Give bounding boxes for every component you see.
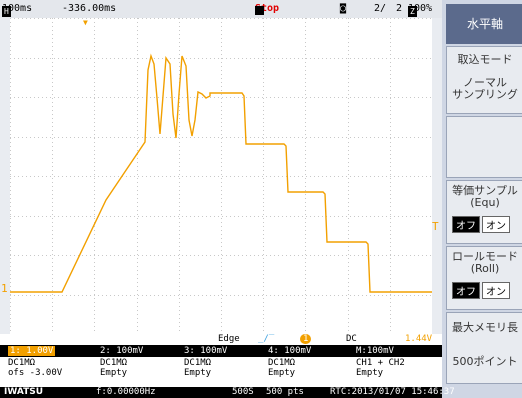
roll-on-toggle[interactable]: オン <box>482 282 510 299</box>
ch1-trace <box>10 53 432 293</box>
zoom-readout: Z 100% <box>408 3 433 17</box>
roll-off-toggle[interactable]: オフ <box>452 282 480 299</box>
waveform-display[interactable]: ▼ <box>10 18 432 334</box>
acq-mode-value-2: サンプリング <box>452 88 518 101</box>
footer-bar: IWATSU f:0.00000Hz 500S 500 pts RTC:2013… <box>0 387 455 398</box>
roll-mode-button[interactable]: ロールモード (Roll) オフ オン <box>446 246 522 310</box>
acq-mode-label: 取込モード <box>457 53 513 66</box>
equiv-sub: (Equ) <box>470 196 500 209</box>
trigger-source: 1 <box>300 334 312 344</box>
blank-softkey[interactable] <box>446 116 522 178</box>
side-menu: 水平軸 取込モード ノーマル サンプリング 等価サンプル (Equ) オフ オン … <box>442 0 522 398</box>
frequency-readout: f:0.00000Hz <box>96 387 156 397</box>
trigger-type: Edge <box>218 334 240 344</box>
delay-readout: -336.00ms <box>62 3 117 14</box>
ch2-scale[interactable]: 2: 100mV <box>100 346 144 356</box>
equivalent-sampling-button[interactable]: 等価サンプル (Equ) オフ オン <box>446 180 522 244</box>
ch4-info: DC1MΩ Empty <box>268 358 296 378</box>
ch3-scale[interactable]: 3: 100mV <box>184 346 228 356</box>
info-area: Edge _/‾ 1 DC 1.44V 1: 1.00V 2: 100mV 3:… <box>0 334 455 398</box>
graticule <box>10 18 432 334</box>
edge-rise-icon: _/‾ <box>258 334 275 344</box>
zoom-icon: Z <box>408 6 417 17</box>
ch1-info: DC1MΩ ofs -3.00V <box>8 358 63 378</box>
ch3-info: DC1MΩ Empty <box>184 358 212 378</box>
ch1-scale[interactable]: 1: 1.00V <box>8 346 56 356</box>
page-readout: 2/ <box>374 3 387 14</box>
equiv-label: 等価サンプル <box>452 184 518 197</box>
equiv-on-toggle[interactable]: オン <box>482 216 510 233</box>
stop-icon <box>255 6 264 15</box>
trigger-position-marker: ▼ <box>83 18 88 27</box>
brand-logo: IWATSU <box>4 387 44 397</box>
roll-sub: (Roll) <box>470 262 500 275</box>
menu-title: 水平軸 <box>446 4 522 44</box>
math-info: CH1 + CH2 Empty <box>356 358 405 378</box>
max-memory-button[interactable]: 最大メモリ長 500ポイント <box>446 312 522 384</box>
memory-readout: 2 <box>396 3 403 14</box>
acquisition-mode-button[interactable]: 取込モード ノーマル サンプリング <box>446 46 522 114</box>
sample-rate: 500S <box>232 387 254 397</box>
equiv-off-toggle[interactable]: オフ <box>452 216 480 233</box>
channel-bar: 1: 1.00V 2: 100mV 3: 100mV 4: 100mV M:10… <box>0 345 442 357</box>
screen-icon: ◙ <box>340 3 347 14</box>
trigger-coupling: DC <box>346 334 357 344</box>
trigger-bar: Edge _/‾ 1 DC 1.44V <box>0 334 442 345</box>
ch2-info: DC1MΩ Empty <box>100 358 128 378</box>
horizontal-icon: H <box>2 6 11 17</box>
math-scale[interactable]: M:100mV <box>356 346 394 356</box>
ch4-scale[interactable]: 4: 100mV <box>268 346 312 356</box>
waveform-svg: ▼ <box>10 18 432 334</box>
run-state: Stop <box>255 3 280 15</box>
roll-label: ロールモード <box>452 250 518 263</box>
points-readout: 500 pts <box>266 387 304 397</box>
status-bar: H 100ms -336.00ms Stop ◙ 2/ 2 Z 100% <box>0 0 442 18</box>
time-div-label: H 100ms <box>2 3 33 17</box>
trigger-level-marker: T <box>432 220 439 233</box>
points-label: 500ポイント <box>452 355 518 368</box>
acq-mode-value-1: ノーマル <box>463 76 507 89</box>
max-mem-label: 最大メモリ長 <box>452 321 518 334</box>
trigger-level: 1.44V <box>405 334 433 344</box>
rtc-readout: RTC:2013/01/07 15:46:37 <box>330 387 455 397</box>
ground-marker: 1 <box>1 282 8 295</box>
